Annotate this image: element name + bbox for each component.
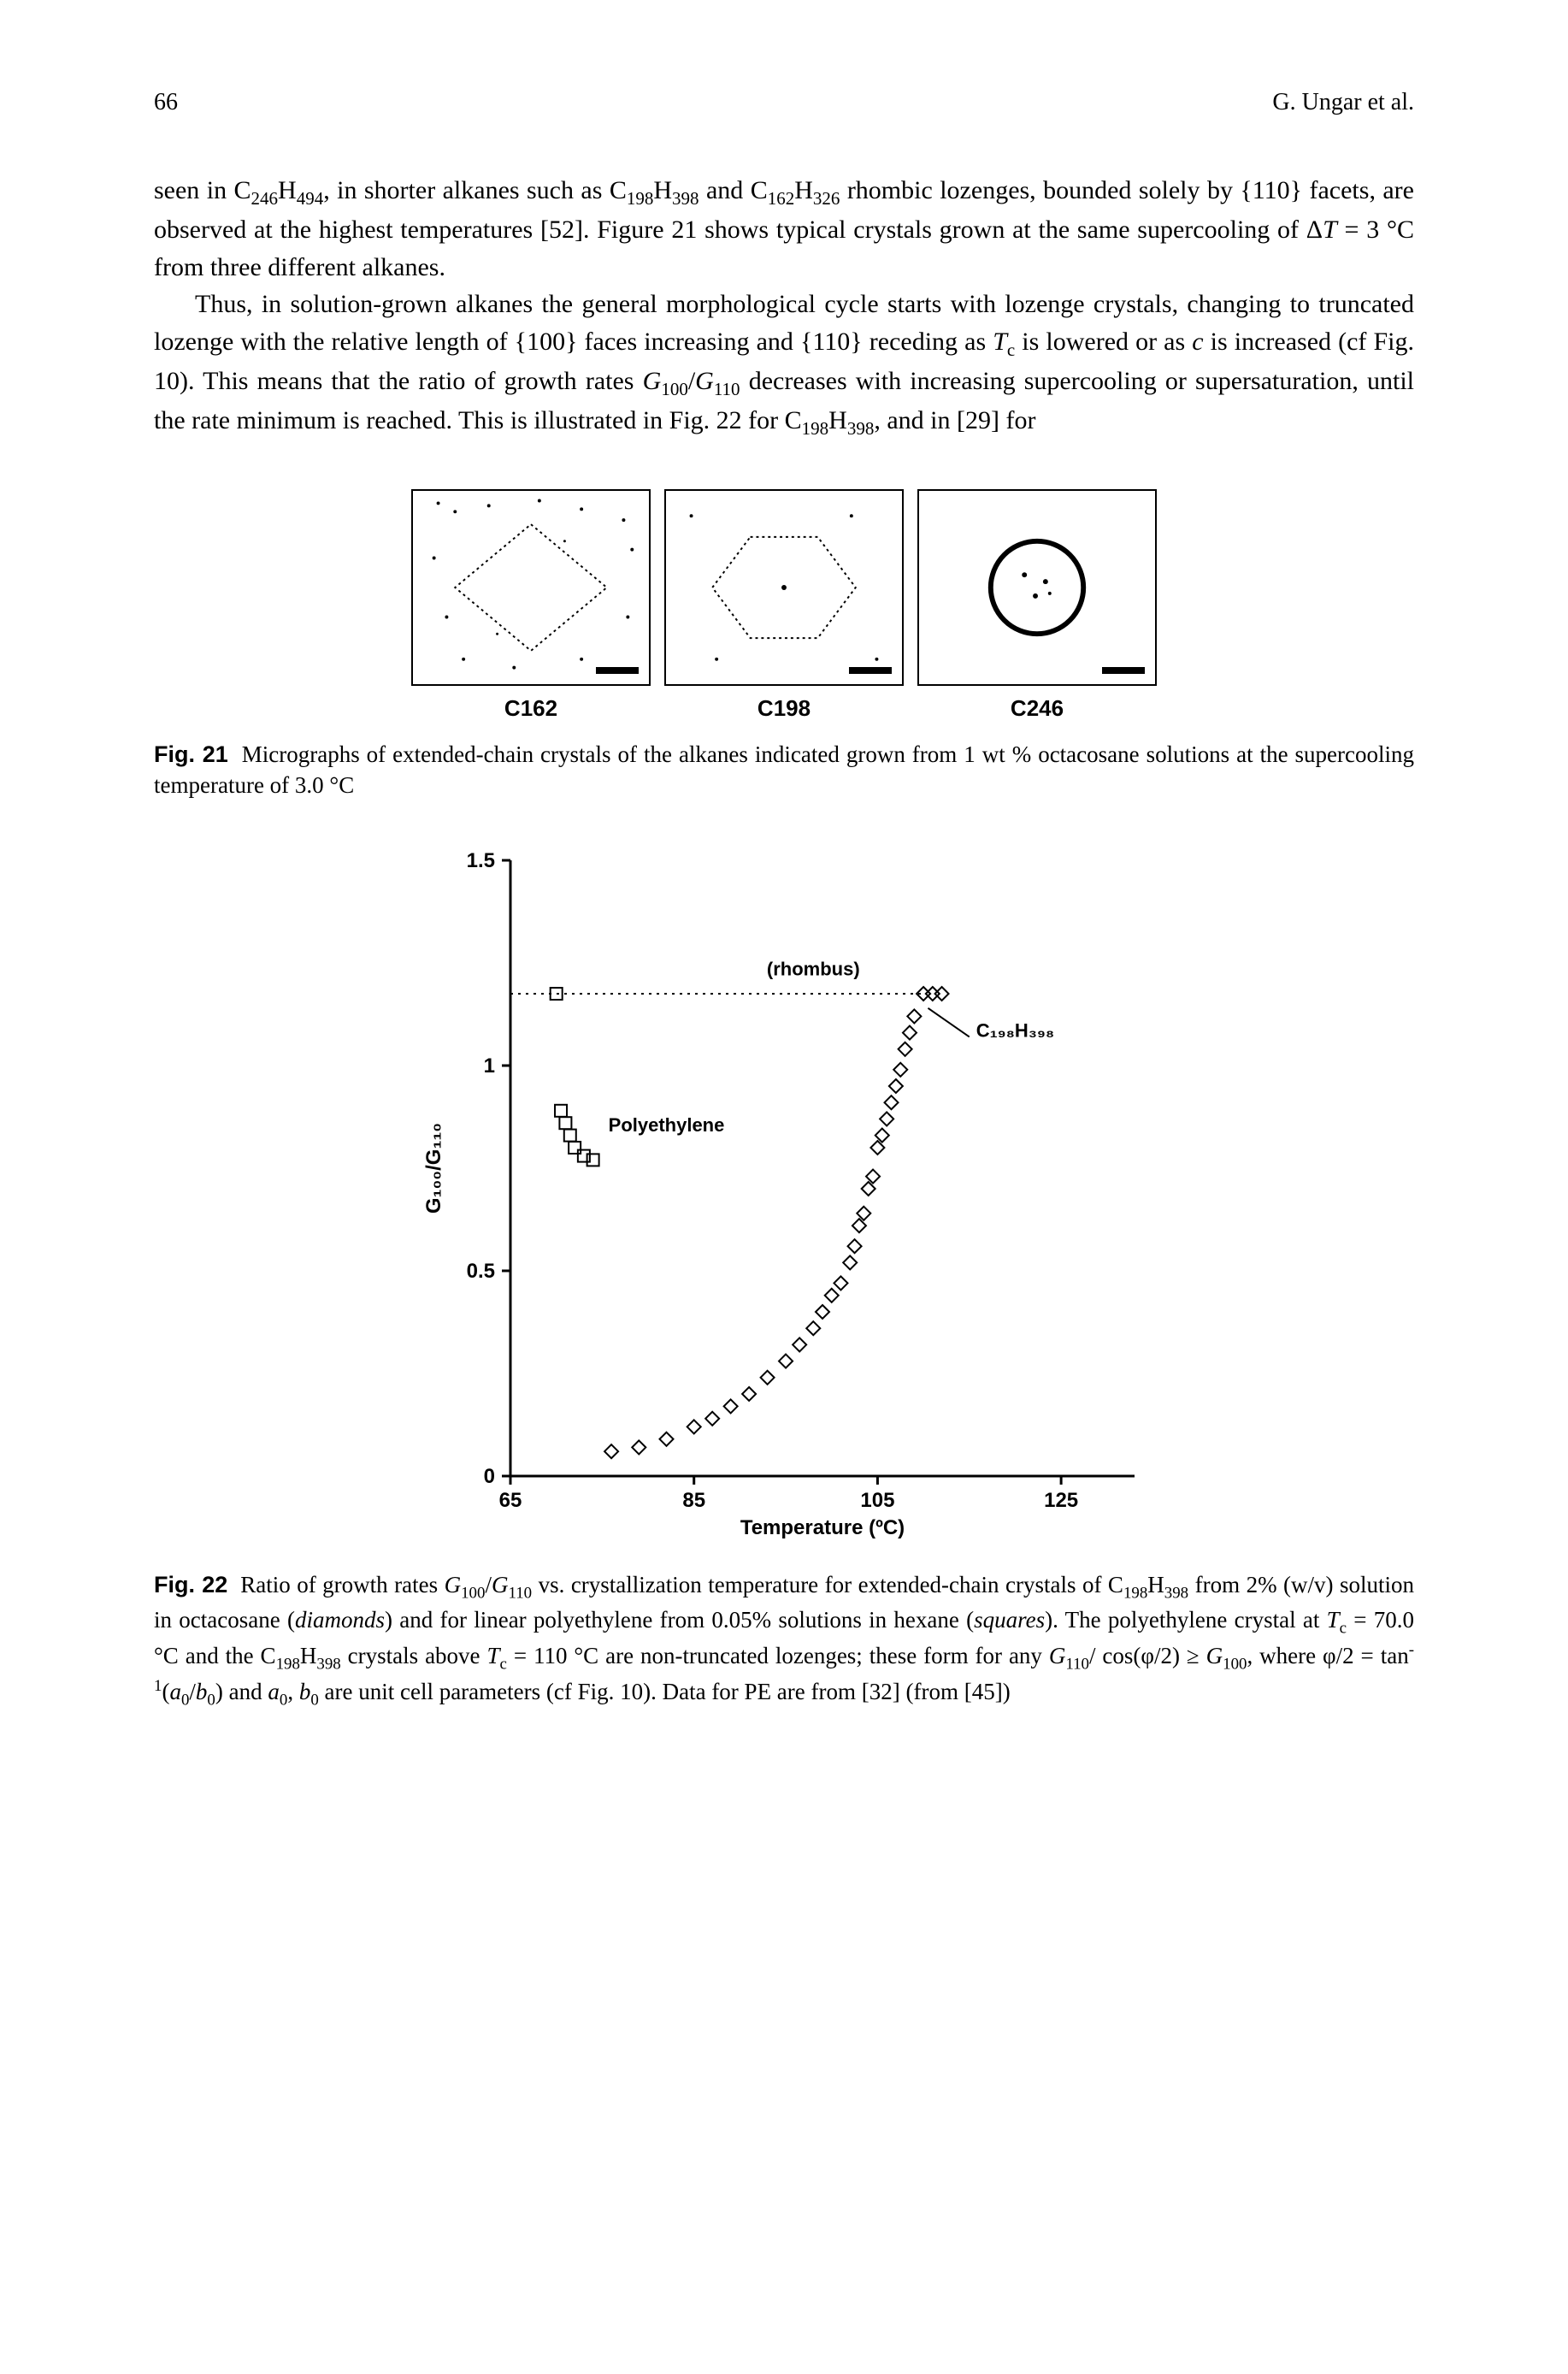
fig21-micrographs: C162 C198 C246 — [154, 489, 1414, 725]
fig22-chart: 0 0.5 1 1.5 65 85 105 125 Temperature (ºC) G₁₀₀/G… — [416, 843, 1152, 1544]
svg-text:G₁₀₀/G₁₁₀: G₁₀₀/G₁₁₀ — [422, 1123, 445, 1214]
fig21-caption: Fig. 21 Micrographs of extended-chain cr… — [154, 739, 1414, 801]
paragraph-1: seen in C246H494, in shorter alkanes suc… — [154, 172, 1414, 286]
fig21-caption-text: Micrographs of extended-chain crystals o… — [154, 741, 1414, 798]
micrograph-label-1: C198 — [664, 693, 904, 725]
svg-text:0.5: 0.5 — [467, 1260, 495, 1283]
micrograph-c162 — [411, 489, 651, 686]
svg-text:Polyethylene: Polyethylene — [609, 1114, 725, 1136]
svg-text:125: 125 — [1044, 1489, 1078, 1512]
svg-text:0: 0 — [484, 1465, 495, 1488]
svg-text:Temperature (ºC): Temperature (ºC) — [740, 1516, 905, 1539]
paragraph-2: Thus, in solution-grown alkanes the gene… — [154, 286, 1414, 442]
micrograph-label-2: C246 — [917, 693, 1157, 725]
fig21-label: Fig. 21 — [154, 741, 228, 767]
micrograph-label-0: C162 — [411, 693, 651, 725]
svg-text:C₁₉₈H₃₉₈: C₁₉₈H₃₉₈ — [976, 1020, 1054, 1042]
micrograph-c198 — [664, 489, 904, 686]
fig22-caption-text: Ratio of growth rates G100/G110 vs. crys… — [154, 1572, 1414, 1704]
svg-text:(rhombus): (rhombus) — [767, 959, 860, 980]
svg-text:105: 105 — [860, 1489, 894, 1512]
svg-text:65: 65 — [499, 1489, 522, 1512]
svg-text:1.5: 1.5 — [467, 849, 495, 872]
fig22-caption: Fig. 22 Ratio of growth rates G100/G110 … — [154, 1569, 1414, 1711]
fig22-label: Fig. 22 — [154, 1572, 227, 1597]
micrograph-c246 — [917, 489, 1157, 686]
header-authors: G. Ungar et al. — [1272, 86, 1414, 121]
page-number: 66 — [154, 86, 178, 121]
svg-text:85: 85 — [682, 1489, 705, 1512]
svg-text:1: 1 — [484, 1054, 495, 1078]
